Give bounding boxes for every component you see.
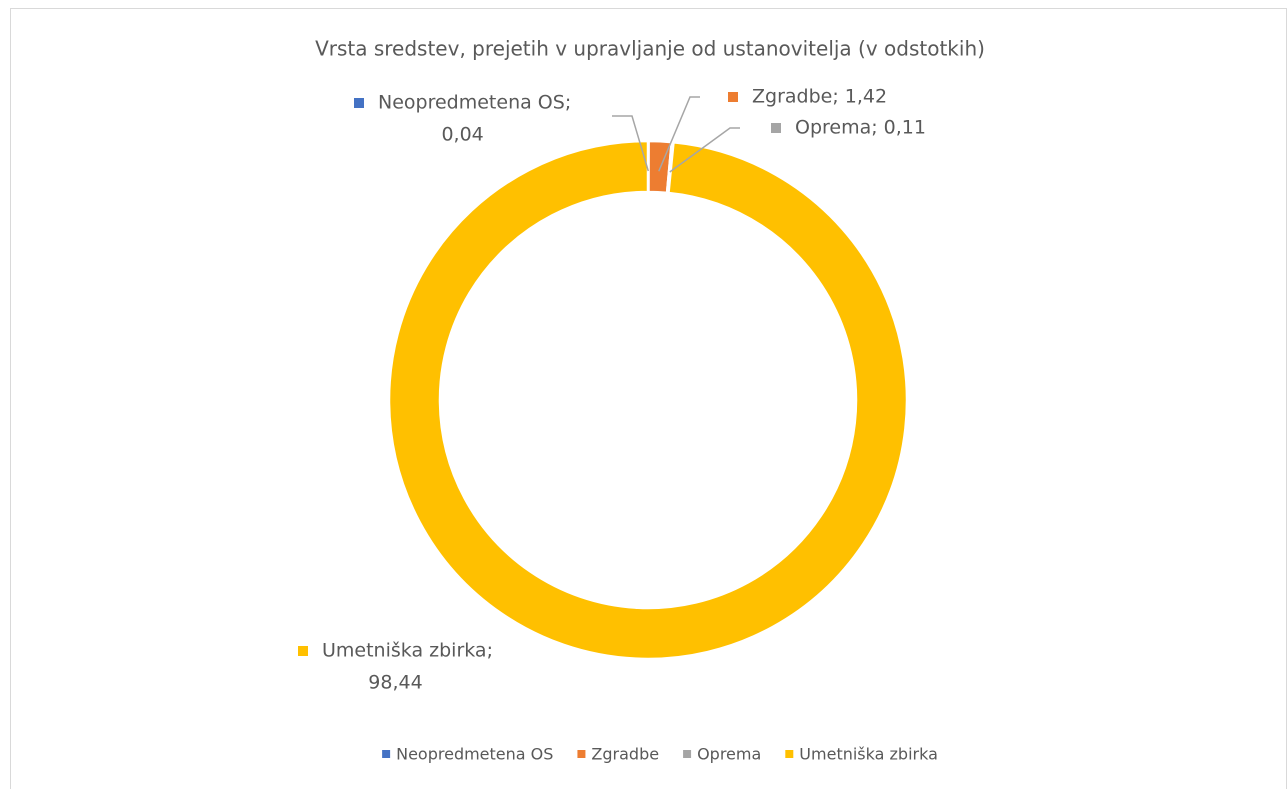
chart-frame [10, 8, 1287, 789]
legend-label: Oprema [697, 745, 761, 764]
legend-marker [785, 750, 794, 758]
leader-line [612, 115, 650, 172]
label-marker [771, 123, 781, 133]
data-label-value: 98,44 [368, 672, 422, 694]
label-marker [354, 98, 364, 108]
data-label-separator: ; [871, 117, 877, 139]
legend-label: Neopredmetena OS [396, 745, 553, 764]
data-label-name: Oprema [795, 117, 871, 139]
legend-marker [577, 750, 586, 758]
donut-slice [387, 139, 909, 661]
data-label-name: Neopredmetena OS [378, 92, 565, 114]
label-marker [728, 92, 738, 102]
legend-marker [683, 750, 692, 758]
leader-line [669, 127, 740, 173]
data-label-value: 0,11 [884, 117, 926, 139]
legend-marker [382, 750, 391, 758]
label-marker [298, 646, 308, 656]
data-label-separator: ; [832, 86, 838, 108]
data-label-value: 1,42 [845, 86, 887, 108]
legend-label: Umetniška zbirka [799, 745, 938, 764]
data-label-value: 0,04 [441, 124, 483, 146]
data-label-name: Zgradbe [752, 86, 832, 108]
data-label-name: Umetniška zbirka [322, 640, 487, 662]
data-label-separator: ; [487, 640, 493, 662]
chart-title: Vrsta sredstev, prejetih v upravljanje o… [315, 37, 985, 61]
data-label-separator: ; [565, 92, 571, 114]
leader-line [658, 96, 700, 172]
legend-label: Zgradbe [591, 745, 659, 764]
